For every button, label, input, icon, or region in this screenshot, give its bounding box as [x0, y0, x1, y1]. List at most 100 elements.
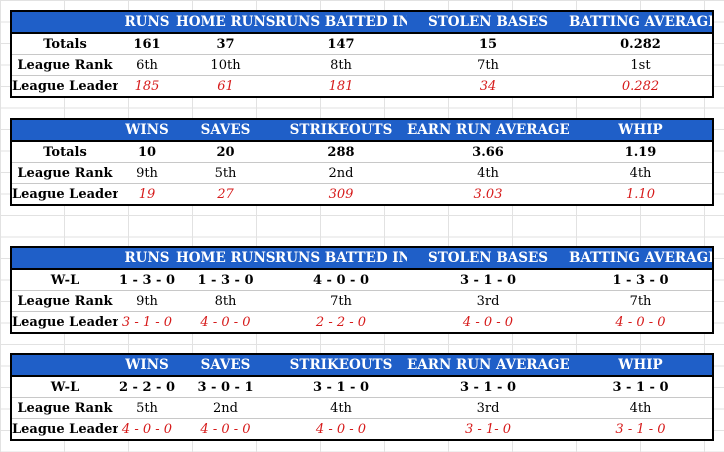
table-cell: 3rd [407, 290, 569, 312]
table-cell: 9th [118, 162, 176, 184]
table-row: League Rank 6th 10th 8th 7th 1st [11, 54, 713, 76]
table-cell: 181 [275, 75, 407, 97]
column-header: WHIP [569, 119, 713, 142]
table-row: Totals 161 37 147 15 0.282 [11, 32, 713, 55]
table-cell: 2 - 2 - 0 [275, 311, 407, 333]
row-label: League Rank [11, 397, 118, 419]
row-label: League Leader [11, 418, 118, 440]
row-label: League Leader [11, 183, 118, 205]
table-cell: 0.282 [569, 32, 713, 55]
column-header: BATTING AVERAGE [569, 11, 713, 34]
table-cell: 147 [275, 32, 407, 55]
table-cell: 4th [407, 162, 569, 184]
table-cell: 3 - 1 - 0 [569, 375, 713, 398]
table-row: Totals 10 20 288 3.66 1.19 [11, 140, 713, 163]
table-row: League Leader 185 61 181 34 0.282 [11, 75, 713, 97]
table-cell: 8th [275, 54, 407, 76]
column-header: STRIKEOUTS [275, 119, 407, 142]
row-label: W-L [11, 375, 118, 398]
table-cell: 10th [176, 54, 275, 76]
table-cell: 4th [569, 162, 713, 184]
column-header: EARN RUN AVERAGE [407, 119, 569, 142]
table-cell: 185 [118, 75, 176, 97]
table-cell: 1.19 [569, 140, 713, 163]
table-cell: 3 - 1 - 0 [275, 375, 407, 398]
header-corner [11, 119, 118, 142]
table-cell: 4 - 0 - 0 [176, 418, 275, 440]
row-label: League Leader [11, 75, 118, 97]
table-cell: 3.03 [407, 183, 569, 205]
table-cell: 4 - 0 - 0 [118, 418, 176, 440]
table-cell: 3 - 0 - 1 [176, 375, 275, 398]
table-cell: 2nd [275, 162, 407, 184]
table-cell: 4th [569, 397, 713, 419]
table-cell: 3 - 1 - 0 [407, 375, 569, 398]
table-cell: 7th [569, 290, 713, 312]
column-header: SAVES [176, 119, 275, 142]
table-row: League Rank 9th 5th 2nd 4th 4th [11, 162, 713, 184]
table-header-row: WINS SAVES STRIKEOUTS EARN RUN AVERAGE W… [11, 119, 713, 142]
table-cell: 288 [275, 140, 407, 163]
table-row: League Leader 4 - 0 - 0 4 - 0 - 0 4 - 0 … [11, 418, 713, 440]
table-cell: 4 - 0 - 0 [176, 311, 275, 333]
table-row: W-L 1 - 3 - 0 1 - 3 - 0 4 - 0 - 0 3 - 1 … [11, 268, 713, 291]
table-cell: 2nd [176, 397, 275, 419]
table-cell: 3.66 [407, 140, 569, 163]
row-label: Totals [11, 140, 118, 163]
table-row: League Rank 9th 8th 7th 3rd 7th [11, 290, 713, 312]
column-header: RUNS BATTED IN [275, 247, 407, 270]
column-header: HOME RUNS [176, 247, 275, 270]
table-cell: 3 - 1 - 0 [118, 311, 176, 333]
header-corner [11, 354, 118, 377]
table-cell: 1 - 3 - 0 [569, 268, 713, 291]
table-cell: 3rd [407, 397, 569, 419]
table-cell: 4 - 0 - 0 [275, 268, 407, 291]
table-cell: 1.10 [569, 183, 713, 205]
row-label: League Rank [11, 290, 118, 312]
pitching-wl-table: WINS SAVES STRIKEOUTS EARN RUN AVERAGE W… [10, 353, 714, 441]
column-header: STOLEN BASES [407, 11, 569, 34]
row-label: League Rank [11, 162, 118, 184]
table-cell: 8th [176, 290, 275, 312]
column-header: EARN RUN AVERAGE [407, 354, 569, 377]
row-label: League Leader [11, 311, 118, 333]
table-header-row: RUNS HOME RUNS RUNS BATTED IN STOLEN BAS… [11, 247, 713, 270]
table-cell: 3 - 1 - 0 [569, 418, 713, 440]
header-corner [11, 247, 118, 270]
column-header: HOME RUNS [176, 11, 275, 34]
table-cell: 7th [275, 290, 407, 312]
table-cell: 1 - 3 - 0 [176, 268, 275, 291]
table-cell: 15 [407, 32, 569, 55]
table-header-row: WINS SAVES STRIKEOUTS EARN RUN AVERAGE W… [11, 354, 713, 377]
table-cell: 2 - 2 - 0 [118, 375, 176, 398]
pitching-totals-table: WINS SAVES STRIKEOUTS EARN RUN AVERAGE W… [10, 118, 714, 206]
table-row: League Leader 19 27 309 3.03 1.10 [11, 183, 713, 205]
column-header: RUNS BATTED IN [275, 11, 407, 34]
table-cell: 4 - 0 - 0 [275, 418, 407, 440]
table-row: League Rank 5th 2nd 4th 3rd 4th [11, 397, 713, 419]
table-cell: 1 - 3 - 0 [118, 268, 176, 291]
table-cell: 3 - 1 - 0 [407, 268, 569, 291]
table-cell: 4 - 0 - 0 [407, 311, 569, 333]
table-cell: 61 [176, 75, 275, 97]
table-cell: 37 [176, 32, 275, 55]
table-cell: 34 [407, 75, 569, 97]
table-cell: 4 - 0 - 0 [569, 311, 713, 333]
batting-wl-table: RUNS HOME RUNS RUNS BATTED IN STOLEN BAS… [10, 246, 714, 334]
column-header: WINS [118, 354, 176, 377]
table-header-row: RUNS HOME RUNS RUNS BATTED IN STOLEN BAS… [11, 11, 713, 34]
batting-totals-table: RUNS HOME RUNS RUNS BATTED IN STOLEN BAS… [10, 10, 714, 98]
column-header: RUNS [118, 11, 176, 34]
column-header: WHIP [569, 354, 713, 377]
column-header: RUNS [118, 247, 176, 270]
table-cell: 3 - 1- 0 [407, 418, 569, 440]
table-row: League Leader 3 - 1 - 0 4 - 0 - 0 2 - 2 … [11, 311, 713, 333]
row-label: Totals [11, 32, 118, 55]
header-corner [11, 11, 118, 34]
table-cell: 9th [118, 290, 176, 312]
column-header: SAVES [176, 354, 275, 377]
table-row: W-L 2 - 2 - 0 3 - 0 - 1 3 - 1 - 0 3 - 1 … [11, 375, 713, 398]
table-cell: 5th [176, 162, 275, 184]
table-cell: 161 [118, 32, 176, 55]
table-cell: 20 [176, 140, 275, 163]
